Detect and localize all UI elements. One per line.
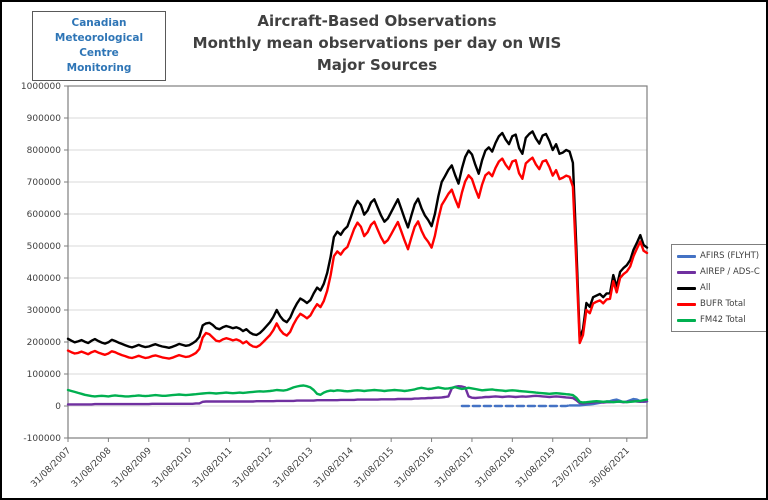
y-axis-label: 500000 [27,242,62,252]
x-axis-label: 31/08/2014 [312,446,356,490]
x-axis-label: 31/08/2009 [110,446,154,490]
y-axis-label: 700000 [27,178,62,188]
series-line-airep-ads-c [66,385,649,406]
logo-line-3: Monitoring [66,62,132,74]
legend-label-fm42: FM42 Total [700,315,746,325]
x-axis-label: 31/08/2015 [353,446,397,490]
series-line-fm42-total [66,384,649,404]
x-axis-label: 31/08/2017 [433,446,477,490]
y-axis-label: 200000 [27,338,62,348]
series-line-bufr-total [66,156,649,360]
x-axis-label: 31/08/2007 [29,446,73,490]
chart-title-line-1: Aircraft-Based Observations [257,12,497,30]
legend-item-all: All [677,283,766,293]
x-axis-label: 30/06/2021 [588,446,632,490]
y-axis-label: 300000 [27,306,62,316]
chart-legend: AFIRS (FLYHT) AIREP / ADS-C All BUFR Tot… [671,244,766,332]
fm42-line-swatch [677,318,696,322]
series-line-afirs-flyht [460,404,571,408]
x-axis-label: 31/08/2018 [474,446,518,490]
legend-label-all: All [700,283,711,293]
x-axis-label: 31/08/2010 [151,446,195,490]
all-line-swatch [677,286,696,290]
chart-title-line-2: Monthly mean observations per day on WIS [192,34,562,52]
y-axis-label: 100000 [27,370,62,380]
legend-item-fm42: FM42 Total [677,315,766,325]
y-axis-label: 800000 [27,146,62,156]
airep-line-swatch [677,270,696,274]
x-axis-label: 31/08/2016 [393,446,437,490]
x-axis-label: 31/08/2011 [191,446,235,490]
chart-title-line-3: Major Sources [316,56,438,74]
logo-line-2: Meteorological Centre [54,32,144,59]
bufr-line-swatch [677,302,696,306]
logo-line-1: Canadian [71,17,127,29]
legend-item-airep: AIREP / ADS-C [677,267,766,277]
x-axis-label: 31/08/2012 [231,446,275,490]
legend-item-afirs: AFIRS (FLYHT) [677,251,766,261]
y-axis-label: 1000000 [21,82,61,92]
x-axis-label: 31/08/2008 [70,446,114,490]
series-line-all [66,130,649,349]
afirs-line-swatch [677,254,696,258]
y-axis-label: -100000 [23,434,61,444]
y-axis-label: 400000 [27,274,62,284]
cmc-logo: Canadian Meteorological Centre Monitorin… [32,11,166,81]
y-axis-label: 600000 [27,210,62,220]
y-axis-label: 0 [55,402,61,412]
legend-label-bufr: BUFR Total [700,299,746,309]
legend-item-bufr: BUFR Total [677,299,766,309]
chart-title: Aircraft-Based Observations Monthly mean… [152,10,602,76]
plot-border [67,85,648,439]
legend-label-afirs: AFIRS (FLYHT) [700,251,760,261]
x-axis-label: 31/08/2013 [272,446,316,490]
y-axis-label: 900000 [27,114,62,124]
legend-label-airep: AIREP / ADS-C [700,267,760,277]
